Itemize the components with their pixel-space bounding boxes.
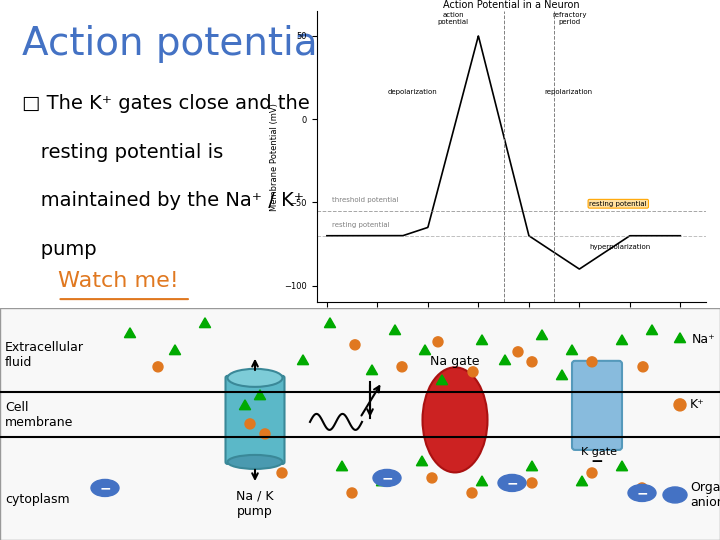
Text: −: − xyxy=(590,455,603,469)
Text: cytoplasm: cytoplasm xyxy=(5,494,70,507)
Text: −: − xyxy=(99,481,111,495)
Text: Cell
membrane: Cell membrane xyxy=(5,401,73,429)
Polygon shape xyxy=(536,330,548,340)
Text: hyperpolarization: hyperpolarization xyxy=(590,244,651,250)
Polygon shape xyxy=(254,390,266,400)
Ellipse shape xyxy=(498,475,526,491)
Text: K⁺: K⁺ xyxy=(690,399,705,411)
Polygon shape xyxy=(377,476,387,486)
Text: action
potential: action potential xyxy=(438,12,469,25)
Text: resting potential: resting potential xyxy=(590,201,647,207)
X-axis label: Time (milliseconds): Time (milliseconds) xyxy=(464,327,559,336)
Circle shape xyxy=(397,362,407,372)
Polygon shape xyxy=(675,333,685,343)
Circle shape xyxy=(637,483,647,493)
Circle shape xyxy=(527,478,537,488)
FancyBboxPatch shape xyxy=(0,308,720,540)
Text: Watch me!: Watch me! xyxy=(58,271,179,291)
Text: refractory
period: refractory period xyxy=(552,12,587,25)
Circle shape xyxy=(587,468,597,478)
Polygon shape xyxy=(336,461,348,471)
Polygon shape xyxy=(239,400,251,410)
Polygon shape xyxy=(419,345,431,355)
Polygon shape xyxy=(557,370,567,380)
Circle shape xyxy=(427,473,437,483)
Circle shape xyxy=(468,367,478,377)
Text: Organic
anion: Organic anion xyxy=(690,481,720,509)
Polygon shape xyxy=(616,461,628,471)
Y-axis label: Membrane Potential (mV): Membrane Potential (mV) xyxy=(270,103,279,211)
Ellipse shape xyxy=(373,469,401,487)
Circle shape xyxy=(638,362,648,372)
Circle shape xyxy=(674,399,686,411)
Text: Na gate: Na gate xyxy=(431,355,480,368)
Circle shape xyxy=(350,340,360,350)
Polygon shape xyxy=(125,328,135,338)
Ellipse shape xyxy=(423,367,487,472)
Ellipse shape xyxy=(663,487,687,503)
Text: resting potential is: resting potential is xyxy=(22,143,223,161)
Title: Action Potential in a Neuron: Action Potential in a Neuron xyxy=(443,0,580,10)
Polygon shape xyxy=(526,461,538,471)
Ellipse shape xyxy=(91,480,119,496)
Polygon shape xyxy=(500,355,510,365)
Polygon shape xyxy=(577,476,588,486)
Polygon shape xyxy=(416,456,428,465)
Polygon shape xyxy=(366,365,377,375)
Text: Action potential: Action potential xyxy=(22,25,328,63)
Ellipse shape xyxy=(228,369,282,387)
Text: Na / K
pump: Na / K pump xyxy=(236,490,274,518)
Circle shape xyxy=(587,357,597,367)
Text: −: − xyxy=(381,471,393,485)
Text: maintained by the Na⁺ / K⁺: maintained by the Na⁺ / K⁺ xyxy=(22,191,304,210)
Text: pump: pump xyxy=(22,240,96,259)
Circle shape xyxy=(153,362,163,372)
Circle shape xyxy=(347,488,357,498)
Polygon shape xyxy=(647,325,657,335)
FancyBboxPatch shape xyxy=(225,376,284,464)
Polygon shape xyxy=(199,318,210,328)
Text: K gate: K gate xyxy=(581,447,617,457)
Ellipse shape xyxy=(228,455,282,469)
Text: Extracellular
fluid: Extracellular fluid xyxy=(5,341,84,369)
Circle shape xyxy=(513,347,523,357)
Text: −: − xyxy=(636,486,648,500)
Circle shape xyxy=(433,337,443,347)
FancyBboxPatch shape xyxy=(572,361,622,450)
Polygon shape xyxy=(616,335,628,345)
Text: □ The K⁺ gates close and the: □ The K⁺ gates close and the xyxy=(22,94,310,113)
Text: −: − xyxy=(506,476,518,490)
Polygon shape xyxy=(297,355,309,365)
Circle shape xyxy=(527,357,537,367)
Text: Na⁺: Na⁺ xyxy=(692,333,716,346)
Polygon shape xyxy=(169,345,181,355)
Text: threshold potential: threshold potential xyxy=(332,198,398,204)
Polygon shape xyxy=(390,325,400,335)
Polygon shape xyxy=(325,318,336,328)
Text: repolarization: repolarization xyxy=(544,89,592,95)
Circle shape xyxy=(260,429,270,439)
Polygon shape xyxy=(567,345,577,355)
Circle shape xyxy=(277,468,287,478)
Polygon shape xyxy=(477,476,487,486)
Text: depolarization: depolarization xyxy=(387,89,437,95)
Polygon shape xyxy=(477,335,487,345)
Polygon shape xyxy=(436,375,448,384)
Circle shape xyxy=(245,419,255,429)
Text: resting potential: resting potential xyxy=(332,222,390,228)
Ellipse shape xyxy=(628,484,656,502)
Circle shape xyxy=(467,488,477,498)
